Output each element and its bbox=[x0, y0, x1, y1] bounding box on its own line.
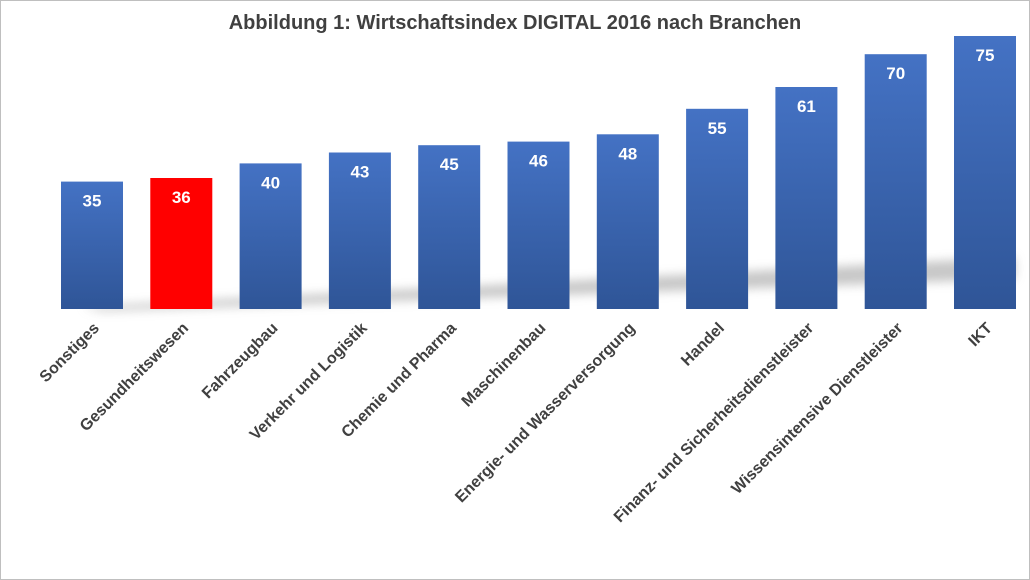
data-label-2: 36 bbox=[172, 188, 191, 207]
data-label-10: 70 bbox=[886, 64, 905, 83]
category-label-3: Fahrzeugbau bbox=[199, 320, 281, 402]
category-label-8: Handel bbox=[678, 320, 728, 370]
bar-10 bbox=[864, 54, 927, 310]
data-label-9: 61 bbox=[797, 97, 816, 116]
bar-5 bbox=[418, 145, 481, 309]
bar-2 bbox=[150, 178, 213, 309]
data-label-8: 55 bbox=[708, 119, 727, 138]
bar-7 bbox=[596, 134, 659, 309]
data-label-6: 46 bbox=[529, 152, 548, 171]
bar-3 bbox=[239, 163, 302, 309]
data-label-1: 35 bbox=[83, 192, 102, 211]
data-label-11: 75 bbox=[976, 46, 995, 65]
data-label-5: 45 bbox=[440, 155, 459, 174]
bar-9 bbox=[775, 87, 838, 309]
data-label-4: 43 bbox=[350, 163, 369, 182]
chart-title: Abbildung 1: Wirtschaftsindex DIGITAL 20… bbox=[228, 12, 802, 34]
bar-8 bbox=[686, 108, 749, 309]
bar-6 bbox=[507, 141, 570, 309]
bar-1 bbox=[61, 181, 123, 309]
category-label-7: Energie- und Wasserversorgung bbox=[452, 320, 638, 506]
data-label-7: 48 bbox=[618, 144, 637, 163]
bar-11 bbox=[954, 36, 1016, 309]
category-label-11: IKT bbox=[966, 320, 996, 350]
category-label-10: Wissensintensive Dienstleister bbox=[729, 320, 907, 498]
bar-4 bbox=[328, 152, 391, 309]
category-label-1: Sonstiges bbox=[37, 320, 103, 386]
data-label-3: 40 bbox=[261, 173, 280, 192]
category-label-6: Maschinenbau bbox=[459, 320, 550, 411]
category-label-9: Finanz- und Sicherheitsdienstleister bbox=[611, 320, 817, 526]
